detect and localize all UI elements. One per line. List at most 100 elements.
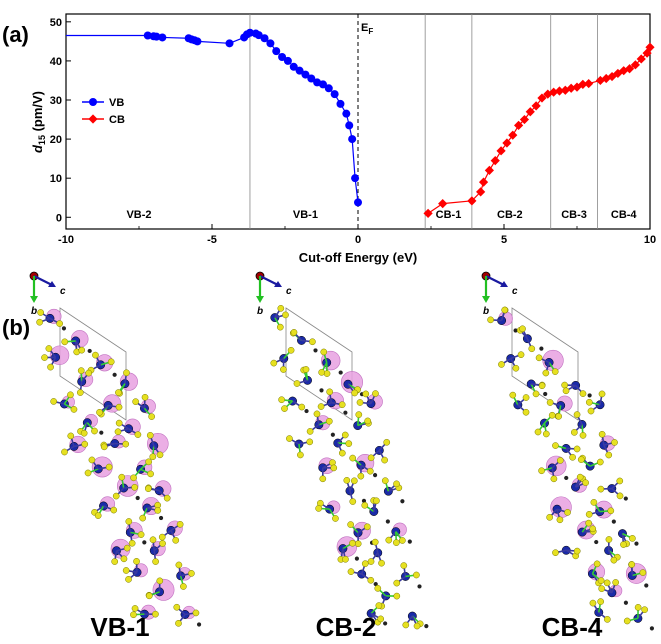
chalcogen-atom [639, 569, 647, 576]
chalcogen-atom [573, 547, 581, 555]
small-atom [586, 392, 593, 399]
chalcogen-atom [366, 467, 374, 475]
chalcogen-atom [317, 403, 325, 410]
chalcogen-atom [573, 445, 581, 453]
chalcogen-atom [149, 536, 157, 544]
chalcogen-atom [270, 359, 278, 367]
charge-density-isosurfaces [315, 350, 407, 557]
cb-point [438, 198, 448, 209]
chalcogen-atom [145, 592, 153, 600]
axis-c-arrowhead [500, 281, 508, 287]
axis-c-label: c [286, 286, 292, 297]
chalcogen-atom [357, 472, 365, 480]
chalcogen-atom [611, 439, 618, 446]
cb-point [543, 89, 553, 99]
chalcogen-atom [585, 519, 593, 527]
region-label: CB-3 [561, 209, 587, 221]
chalcogen-atom [159, 540, 166, 547]
chalcogen-atom [361, 560, 369, 568]
chalcogen-atom [402, 621, 410, 629]
chalcogen-atom [577, 456, 585, 463]
vb-point [272, 47, 281, 56]
region-label: VB-1 [293, 209, 318, 221]
chalcogen-atom [629, 535, 636, 542]
cb-point [601, 73, 611, 84]
cb-point [537, 93, 547, 103]
chalcogen-atom [115, 419, 123, 427]
cb-point [554, 86, 565, 96]
legend: VB CB [82, 97, 125, 126]
chalcogen-atom [512, 364, 520, 372]
y-axis-title: d15 (pm/V) [30, 91, 47, 153]
axis-c-label: c [60, 286, 66, 297]
chalcogen-atom [61, 448, 68, 456]
small-atom [337, 369, 344, 376]
vb-point [152, 32, 161, 41]
panel-b-label: (b) [2, 315, 30, 340]
chalcogen-atom [612, 579, 620, 586]
chalcogen-atom [172, 536, 180, 544]
chalcogen-atom [534, 428, 542, 436]
chalcogen-atom [180, 583, 187, 590]
small-atom [633, 540, 640, 547]
chalcogen-atom [351, 389, 358, 397]
cb-point [630, 60, 640, 70]
region-label: CB-4 [611, 209, 638, 221]
chalcogen-atom [128, 539, 136, 547]
small-atom [342, 410, 349, 416]
chalcogen-atom [37, 309, 44, 316]
chalcogen-atom [550, 475, 558, 483]
region-label: CB-2 [497, 209, 523, 221]
atoms [487, 306, 655, 632]
cb-point [525, 107, 535, 117]
axis-triad: cb [255, 271, 292, 317]
chalcogen-atom [347, 521, 354, 528]
chalcogen-atom [620, 541, 627, 548]
chalcogen-atom [306, 428, 314, 435]
chalcogen-atom [393, 480, 400, 488]
chalcogen-atom [413, 622, 421, 630]
chalcogen-atom [546, 513, 554, 521]
chalcogen-atom [152, 558, 159, 565]
cb-point [531, 101, 541, 111]
y-tick-label: 0 [56, 212, 62, 224]
charge-density-isosurfaces [46, 308, 196, 620]
region-dividers [249, 14, 598, 229]
chalcogen-atom [298, 403, 306, 411]
chalcogen-atom [616, 477, 624, 485]
small-atom [382, 620, 388, 627]
y-axis-title-main: d [30, 144, 45, 153]
chalcogen-atom [551, 368, 559, 375]
vb-point [225, 39, 234, 48]
chalcogen-atom [141, 393, 149, 401]
region-label: VB-2 [126, 209, 151, 221]
chalcogen-atom [100, 443, 108, 451]
structure-caption: CB-2 [316, 612, 377, 642]
chalcogen-atom [623, 617, 631, 625]
chalcogen-atom [605, 536, 613, 543]
small-atom [303, 408, 310, 414]
chalcogen-atom [92, 351, 99, 359]
chalcogen-atom [349, 539, 356, 547]
chalcogen-atom [41, 354, 48, 361]
chalcogen-atom [347, 568, 355, 575]
chalcogen-atom [91, 427, 98, 435]
chalcogen-atom [371, 538, 379, 546]
small-atom [542, 391, 548, 397]
chalcogen-atom [61, 338, 69, 346]
chalcogen-atom [318, 369, 326, 376]
chalcogen-atom [393, 579, 401, 587]
small-atom [134, 495, 141, 501]
chalcogen-atom [579, 432, 587, 439]
chalcogen-atom [569, 453, 576, 461]
chalcogen-atom [130, 474, 137, 482]
axis-b-label: b [483, 306, 489, 317]
chalcogen-atom [385, 536, 393, 544]
cb-point [578, 79, 588, 89]
atoms [270, 305, 430, 630]
chalcogen-atom [146, 431, 154, 439]
chalcogen-atom [67, 391, 74, 399]
cb-point [476, 187, 486, 197]
chalcogen-atom [556, 457, 564, 464]
